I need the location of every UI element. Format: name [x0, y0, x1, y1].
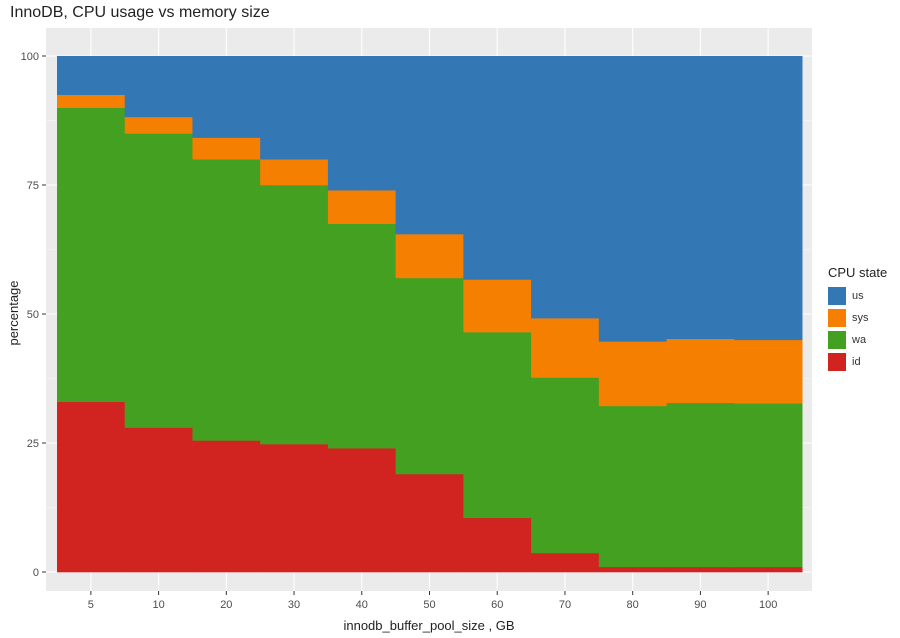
- bar-segment-sys: [124, 116, 193, 134]
- legend-title: CPU state: [828, 265, 888, 280]
- legend-key-id: [828, 353, 846, 371]
- legend-item-wa: wa: [828, 330, 887, 350]
- x-tick-label: 70: [559, 599, 571, 611]
- x-tick-label: 50: [423, 599, 435, 611]
- bar-segment-us: [666, 56, 735, 340]
- x-tick-label: 80: [627, 599, 639, 611]
- bar-segment-sys: [598, 341, 668, 407]
- legend: CPU state us sys wa id: [828, 265, 887, 374]
- bar-segment-wa: [463, 332, 532, 519]
- bar-segment-wa: [734, 403, 803, 568]
- y-tick-label: 0: [33, 567, 39, 579]
- x-tick-label: 60: [491, 599, 503, 611]
- bar-segment-wa: [124, 133, 193, 428]
- x-tick-label: 40: [356, 599, 368, 611]
- bar-segment-wa: [531, 377, 600, 554]
- bar-segment-us: [531, 56, 600, 319]
- bar-segment-us: [463, 56, 532, 280]
- bar-segment-id: [260, 444, 329, 573]
- x-tick-label: 5: [88, 599, 94, 611]
- bar-segment-us: [192, 56, 261, 138]
- bar-segment-sys: [734, 339, 803, 404]
- chart-title: InnoDB, CPU usage vs memory size: [10, 4, 270, 21]
- y-tick-label: 50: [27, 309, 39, 321]
- bar-segment-wa: [260, 185, 329, 445]
- bar-segment-wa: [666, 402, 735, 568]
- y-tick-label: 75: [27, 180, 39, 192]
- legend-items: us sys wa id: [828, 286, 887, 372]
- x-tick-label: 90: [694, 599, 706, 611]
- bar-segment-wa: [192, 159, 261, 441]
- legend-item-id: id: [828, 352, 887, 372]
- stacked-bars: [57, 56, 803, 573]
- y-axis-ticks: 0 25 50 75 100: [21, 51, 46, 579]
- bar-segment-sys: [463, 279, 532, 333]
- bar-segment-id: [395, 473, 464, 573]
- bar-segment-id: [734, 566, 803, 573]
- bar-segment-us: [327, 56, 397, 191]
- y-tick-label: 100: [21, 51, 39, 63]
- y-axis-title: percentage: [6, 280, 21, 345]
- x-axis-title: innodb_buffer_pool_size , GB: [343, 618, 514, 633]
- bar-segment-wa: [598, 405, 668, 568]
- bar-segment-sys: [327, 190, 397, 224]
- bar-segment-id: [463, 517, 532, 573]
- bar-segment-id: [598, 566, 668, 573]
- legend-label: id: [852, 356, 861, 368]
- bar-segment-us: [734, 56, 803, 341]
- bar-segment-sys: [395, 234, 464, 279]
- bar-segment-us: [57, 56, 126, 95]
- legend-item-us: us: [828, 286, 887, 306]
- bar-segment-id: [327, 448, 397, 573]
- bar-segment-wa: [395, 277, 464, 475]
- bar-segment-sys: [57, 94, 126, 108]
- bar-segment-sys: [666, 338, 735, 404]
- bar-segment-sys: [531, 318, 600, 378]
- bar-segment-id: [124, 427, 193, 573]
- x-axis-ticks: 5 10 20 30 40 50 60 70 80 90 100: [88, 591, 777, 611]
- x-tick-label: 20: [220, 599, 232, 611]
- legend-key-us: [828, 287, 846, 305]
- bar-segment-sys: [260, 159, 329, 186]
- bar-segment-sys: [192, 137, 261, 160]
- x-tick-label: 100: [759, 599, 777, 611]
- legend-label: us: [852, 290, 864, 302]
- bar-segment-id: [57, 401, 126, 573]
- bar-segment-us: [395, 56, 464, 235]
- x-tick-label: 30: [288, 599, 300, 611]
- bar-segment-wa: [327, 223, 397, 449]
- legend-key-sys: [828, 309, 846, 327]
- legend-label: wa: [852, 334, 867, 346]
- y-tick-label: 25: [27, 438, 39, 450]
- bar-segment-wa: [57, 107, 126, 403]
- x-tick-label: 10: [152, 599, 164, 611]
- legend-label: sys: [852, 312, 869, 324]
- bar-segment-us: [124, 56, 193, 118]
- bar-segment-id: [192, 440, 261, 573]
- bar-segment-id: [666, 566, 735, 573]
- legend-key-wa: [828, 331, 846, 349]
- bar-segment-us: [598, 56, 668, 342]
- legend-item-sys: sys: [828, 308, 887, 328]
- bar-segment-id: [531, 552, 600, 573]
- bar-segment-us: [260, 56, 329, 160]
